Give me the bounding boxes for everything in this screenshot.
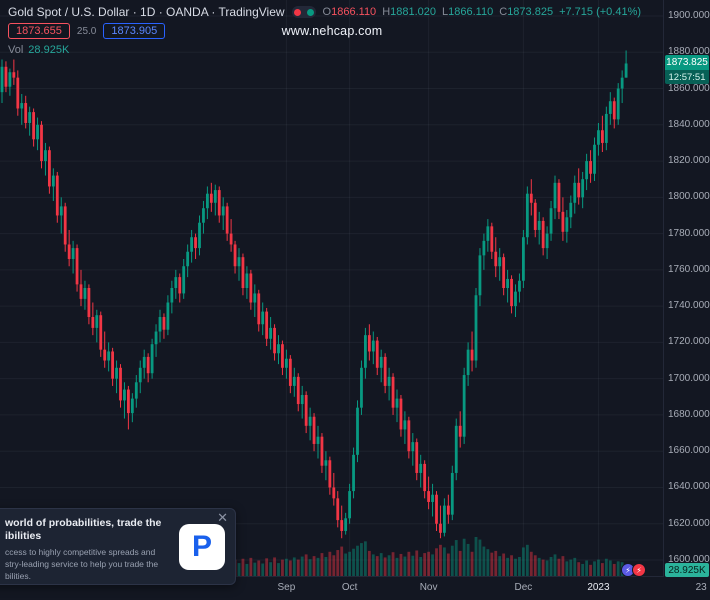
volume-value: 28.925K (28, 44, 70, 56)
price-axis-label: 1640.000 (668, 481, 710, 493)
ad-text: world of probabilities, trade the ibilit… (5, 517, 170, 583)
ohlc-values: O1866.110 H1881.020 L1866.110 C1873.825 … (323, 6, 641, 18)
time-axis-label: 2023 (587, 582, 610, 593)
sell-button[interactable]: 1873.655 (8, 23, 70, 39)
chart-pane[interactable]: www.nehcap.com (0, 0, 664, 577)
corner-icons: ⚡ ⚡ (621, 563, 646, 577)
ad-body-line3: bilities. (5, 571, 31, 582)
volume-label: Vol (8, 44, 24, 56)
ad-title-line2: ibilities (5, 530, 42, 543)
price-axis-label: 1820.000 (668, 155, 710, 167)
time-axis-label: Oct (341, 582, 358, 593)
spread-value: 25.0 (76, 25, 97, 37)
low-value: 1866.110 (448, 6, 494, 18)
price-axis-label: 1740.000 (668, 300, 710, 312)
price-axis-label: 1840.000 (668, 118, 710, 130)
change-value: +7.715 (+0.41%) (559, 6, 642, 18)
buy-dot-icon (306, 8, 314, 16)
price-axis-label: 1800.000 (668, 191, 710, 203)
ad-popup: world of probabilities, trade the ibilit… (0, 508, 236, 585)
open-value: 1866.110 (331, 6, 377, 18)
close-value: 1873.825 (507, 6, 554, 18)
price-axis-label: 1760.000 (668, 263, 710, 275)
price-axis-label: 1900.000 (668, 10, 710, 21)
last-price-badge: 1873.825 12:57:51 (665, 55, 709, 85)
low-label: L (442, 6, 449, 18)
price-axis-label: 1860.000 (668, 82, 710, 94)
ohlc-close: C1873.825 (499, 6, 553, 18)
high-value: 1881.020 (390, 6, 437, 18)
high-label: H (382, 6, 391, 18)
time-axis-label: 23 (695, 582, 707, 593)
price-axis-label: 1720.000 (668, 336, 710, 348)
ad-body-line2: stry-leading service to help you trade t… (5, 559, 159, 570)
quote-row: 1873.655 25.0 1873.905 (8, 23, 641, 39)
close-icon[interactable]: ✕ (217, 510, 228, 525)
price-axis-label: 1620.000 (668, 517, 710, 529)
bar-countdown: 12:57:51 (665, 70, 709, 85)
close-label: C (499, 6, 508, 18)
ad-body: ccess to highly competitive spreads and … (5, 547, 170, 583)
pepperstone-logo[interactable]: P (179, 523, 225, 570)
price-axis-label: 1660.000 (668, 445, 710, 457)
price-axis-label: 1880.000 (668, 46, 710, 58)
sell-dot-icon (293, 8, 301, 16)
ad-body-line1: ccess to highly competitive spreads and (5, 547, 156, 558)
fire-icon[interactable]: ⚡ (632, 563, 646, 577)
buy-button[interactable]: 1873.905 (103, 23, 166, 39)
ohlc-open: O1866.110 (323, 6, 377, 18)
open-label: O (322, 6, 332, 18)
pepperstone-logo-letter: P (191, 529, 212, 563)
time-axis-label: Dec (514, 582, 533, 593)
price-axis-label: 1600.000 (668, 554, 710, 565)
watermark: www.nehcap.com (281, 24, 383, 38)
candlestick-chart[interactable] (0, 0, 664, 577)
ad-title-line1: world of probabilities, trade the (5, 517, 162, 529)
ohlc-low: L1866.110 (442, 6, 493, 18)
buy-sell-toggle[interactable] (291, 6, 316, 18)
price-axis-label: 1680.000 (668, 408, 710, 420)
ohlc-high: H1881.020 (382, 6, 436, 18)
time-axis-label: Nov (419, 582, 438, 593)
time-axis-label: Sep (277, 582, 296, 593)
price-axis-label: 1780.000 (668, 227, 710, 239)
price-axis[interactable]: 1873.825 12:57:51 28.925K 1900.000 1880.0… (663, 0, 710, 577)
legend-symbol-row: Gold Spot / U.S. Dollar · 1D · OANDA · T… (8, 5, 641, 19)
price-axis-label: 1700.000 (668, 372, 710, 384)
volume-badge: 28.925K (665, 563, 709, 577)
volume-legend[interactable]: Vol 28.925K (8, 44, 641, 56)
chart-legend: Gold Spot / U.S. Dollar · 1D · OANDA · T… (8, 5, 641, 56)
symbol-title[interactable]: Gold Spot / U.S. Dollar · 1D · OANDA · T… (8, 5, 285, 19)
ad-title: world of probabilities, trade the ibilit… (5, 517, 170, 543)
last-price-value: 1873.825 (665, 55, 709, 71)
